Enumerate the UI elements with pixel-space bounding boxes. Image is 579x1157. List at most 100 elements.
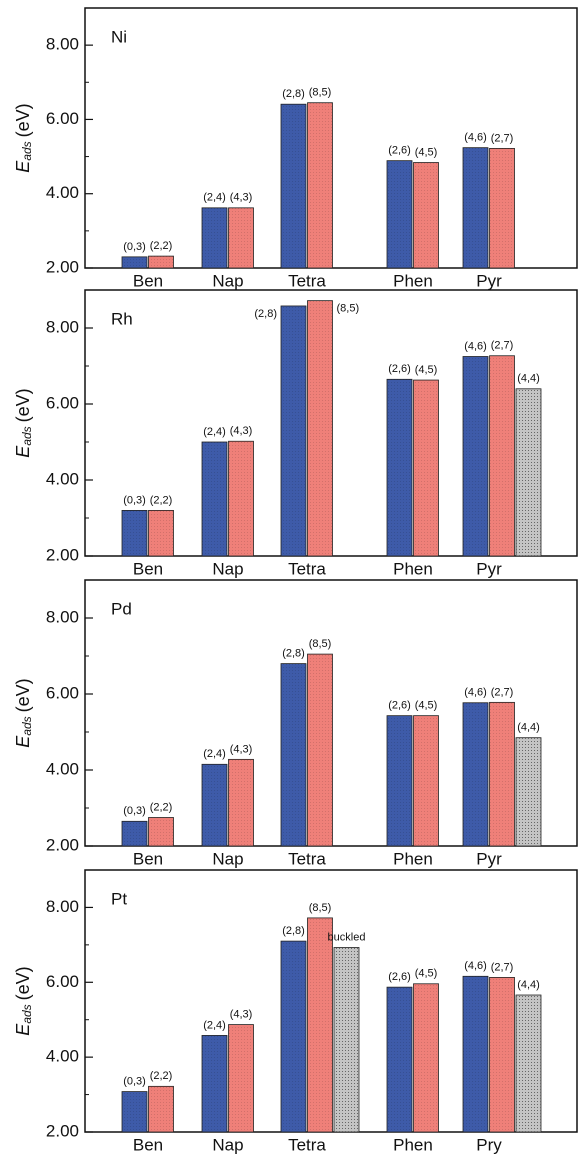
y-tick-label: 2.00 (46, 1121, 79, 1140)
value-label: (0,3) (123, 241, 146, 253)
value-label: (4,3) (230, 743, 253, 755)
x-tick-label: Nap (212, 1135, 243, 1154)
bar-texture (463, 356, 488, 556)
x-tick-label: Phen (393, 1135, 433, 1154)
x-tick-label: Pyr (476, 559, 502, 578)
bar-texture (202, 1035, 227, 1132)
value-label: (2,7) (491, 132, 514, 144)
y-label-symbol: E (13, 1023, 33, 1036)
value-label: (2,4) (203, 748, 226, 760)
value-label: (4,6) (464, 340, 487, 352)
y-tick-label: 8.00 (46, 607, 79, 626)
bar-texture (281, 305, 306, 556)
x-tick-label: Phen (393, 849, 433, 868)
y-axis-label: Eads (eV) (13, 966, 34, 1035)
x-tick-label: Tetra (288, 271, 326, 290)
bar-texture (122, 256, 147, 268)
bar-texture (413, 162, 439, 268)
bar-texture (463, 976, 488, 1132)
y-label-subscript: ads (20, 141, 34, 160)
bar-texture (148, 817, 174, 846)
bar-texture (516, 388, 541, 556)
value-label: (2,2) (150, 1070, 173, 1082)
value-label: (8,5) (337, 303, 360, 315)
y-tick-label: 8.00 (46, 897, 79, 916)
bar-texture (413, 715, 439, 846)
value-label: (2,8) (282, 648, 305, 660)
bar-texture (228, 207, 254, 268)
x-tick-label: Pyr (476, 271, 502, 290)
value-label: (0,3) (123, 805, 146, 817)
value-label: (2,8) (282, 925, 305, 937)
y-axis-label: Eads (eV) (13, 678, 34, 747)
x-tick-label: Nap (212, 849, 243, 868)
value-label: (4,4) (517, 373, 540, 385)
value-label: (4,6) (464, 960, 487, 972)
value-label: (4,5) (415, 700, 438, 712)
value-label: (4,6) (464, 687, 487, 699)
value-label: (2,6) (388, 363, 411, 375)
x-tick-label: Pry (476, 1135, 502, 1154)
bar-texture (413, 380, 439, 556)
value-label: (2,8) (254, 308, 277, 320)
value-label: (2,4) (203, 1019, 226, 1031)
value-label: (2,4) (203, 192, 226, 204)
y-label-subscript: ads (20, 1004, 34, 1023)
bar-texture (228, 759, 254, 846)
y-tick-label: 6.00 (46, 109, 79, 128)
bar-texture (281, 941, 306, 1132)
value-label: (2,7) (491, 686, 514, 698)
y-tick-label: 4.00 (46, 1047, 79, 1066)
bar-texture (122, 821, 147, 846)
value-label: (2,8) (282, 88, 305, 100)
panel-title: Pt (111, 889, 127, 908)
bar-texture (387, 160, 412, 268)
value-label: (2,2) (150, 494, 173, 506)
y-tick-label: 4.00 (46, 469, 79, 488)
value-label: (4,4) (517, 979, 540, 991)
bar-texture (489, 355, 515, 556)
y-axis-label: Eads (eV) (13, 388, 34, 457)
y-tick-label: 2.00 (46, 257, 79, 276)
x-tick-label: Tetra (288, 559, 326, 578)
x-tick-label: Pyr (476, 849, 502, 868)
y-tick-label: 2.00 (46, 545, 79, 564)
bar-texture (148, 510, 174, 556)
value-label: (2,4) (203, 426, 226, 438)
value-label: (4,5) (415, 968, 438, 980)
bar-texture (122, 510, 147, 556)
panel-title: Ni (111, 27, 127, 46)
bar-texture (463, 147, 488, 268)
x-tick-label: Ben (133, 1135, 163, 1154)
value-label: (2,6) (388, 971, 411, 983)
value-label: buckled (328, 931, 366, 943)
value-label: (4,5) (415, 364, 438, 376)
y-label-symbol: E (13, 160, 33, 173)
bar-texture (307, 300, 333, 556)
bar-texture (307, 102, 333, 268)
value-label: (2,6) (388, 145, 411, 157)
y-tick-label: 8.00 (46, 35, 79, 54)
value-label: (0,3) (123, 494, 146, 506)
value-label: (2,7) (491, 340, 514, 352)
bar-texture (228, 441, 254, 556)
bar-texture (489, 702, 515, 846)
value-label: (2,6) (388, 700, 411, 712)
panel: Pt Eads (eV) 2.00 4.00 6.00 8.00 Ben Nap Tetra Phe… (13, 869, 578, 1154)
bar-texture (516, 737, 541, 846)
bar-texture (516, 995, 541, 1132)
y-tick-label: 8.00 (46, 317, 79, 336)
bar-texture (281, 663, 306, 846)
y-label-subscript: ads (20, 716, 34, 735)
x-tick-label: Phen (393, 271, 433, 290)
x-tick-label: Tetra (288, 849, 326, 868)
bar-texture (228, 1024, 254, 1132)
bar-texture (489, 977, 515, 1132)
bar-texture (413, 983, 439, 1132)
y-label-unit: (eV) (13, 678, 33, 712)
bar-texture (202, 207, 227, 268)
value-label: (4,4) (517, 722, 540, 734)
value-label: (4,3) (230, 192, 253, 204)
value-label: (2,7) (491, 961, 514, 973)
